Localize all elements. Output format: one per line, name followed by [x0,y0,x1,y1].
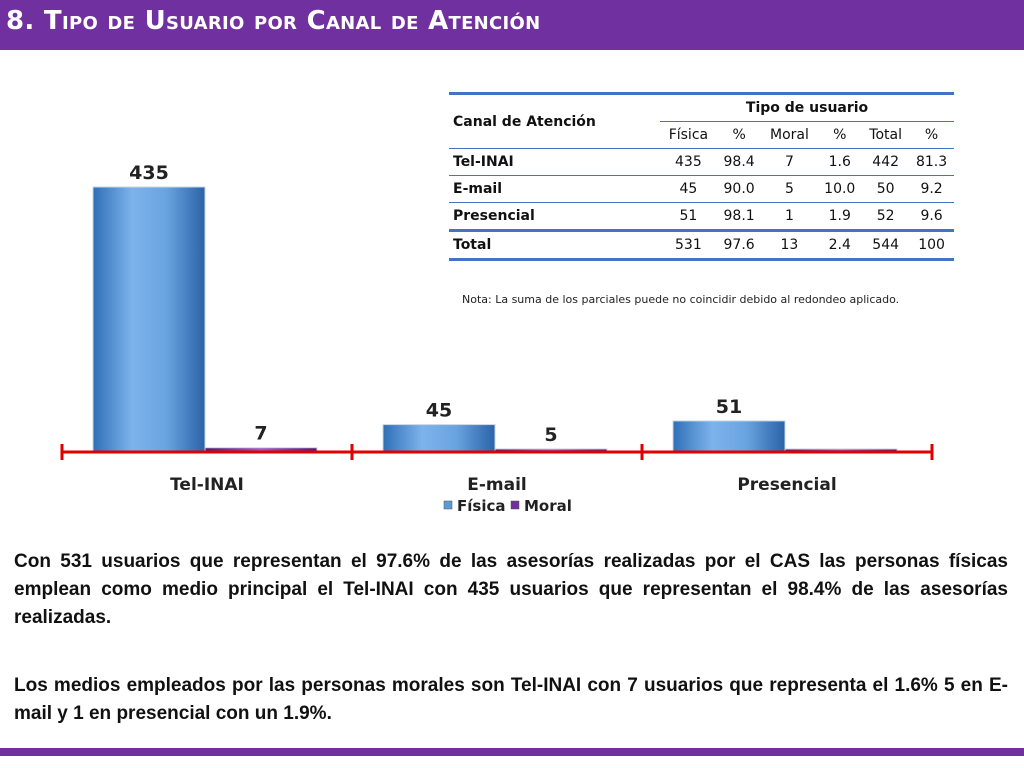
bar-fsica-telinai [92,186,206,453]
category-label: Presencial [737,475,836,495]
legend-swatch [443,500,453,510]
data-label: 5 [544,424,557,446]
table-cell: 13 [780,237,799,253]
table-total-row: Total 531 97.6 13 2.4 544 100 [449,230,954,260]
table-cell: 544 [872,237,900,253]
legend-label: Física [457,497,505,515]
table-row: Presencial 51 98.1 1 1.9 52 9.6 [449,202,954,231]
table-cell: 9.6 [920,208,943,224]
table-cell: 98.4 [723,154,755,170]
table-cell: 51 [679,208,698,224]
table-subheader-row: Física % Moral % Total % [449,121,954,149]
column-header: Moral [761,121,818,149]
row-label: Presencial [453,208,535,224]
table-cell: 90.0 [723,181,755,197]
table-cell: 7 [784,154,794,170]
row-label: E-mail [453,181,503,197]
table-cell: 435 [675,154,702,170]
table-cell: 10.0 [824,181,856,197]
summary-paragraph: Los medios empleados por las personas mo… [14,675,1008,724]
column-header: % [909,121,954,149]
column-header: Física [660,121,717,149]
table-cell: 45 [679,181,698,197]
page-title: 8. Tipo de Usuario por Canal de Atención [6,6,541,36]
table-cell: 531 [675,237,702,253]
table-cell: 1.6 [828,154,851,170]
column-header: Total [862,121,910,149]
table-cell: 100 [918,237,945,253]
table-row: E-mail 45 90.0 5 10.0 50 9.2 [449,175,954,203]
table-cell: 81.3 [915,154,948,170]
table-cell: 5 [784,181,794,197]
bar-fsica-presencial [672,420,786,453]
table-cell: 2.4 [828,237,851,253]
data-label: 45 [426,400,452,422]
table-cell: 442 [872,154,900,170]
data-table: Canal de Atención Tipo de usuario Física… [449,92,954,261]
table-cell: 52 [876,208,895,224]
legend-swatch [510,500,520,510]
row-label: Tel-INAI [453,154,514,170]
row-header: Canal de Atención [449,92,661,149]
table-cell: 9.2 [920,181,943,197]
table-cell: 1.9 [828,208,851,224]
data-label: 7 [254,423,267,445]
table-cell: 1 [784,208,794,224]
table-header-row: Canal de Atención Tipo de usuario [449,92,954,149]
data-label: 51 [716,396,742,418]
footer-bar [0,748,1024,756]
summary-paragraph: Con 531 usuarios que representan el 97.6… [14,551,1008,628]
column-header: % [716,121,762,149]
table-note: Nota: La suma de los parciales puede no … [462,293,900,306]
title-bar: 8. Tipo de Usuario por Canal de Atención [0,0,1024,50]
table-cell: 98.1 [723,208,755,224]
bar-fsica-email [382,424,496,453]
category-label: E-mail [467,475,527,495]
data-label: 435 [129,162,169,184]
group-header: Tipo de usuario [660,92,954,122]
table-row: Tel-INAI 435 98.4 7 1.6 442 81.3 [449,148,954,176]
table-cell: 97.6 [723,237,755,253]
legend-label: Moral [524,497,572,515]
row-label: Total [453,237,492,253]
column-header: % [817,121,863,149]
table-cell: 50 [876,181,895,197]
category-label: Tel-INAI [170,475,244,495]
